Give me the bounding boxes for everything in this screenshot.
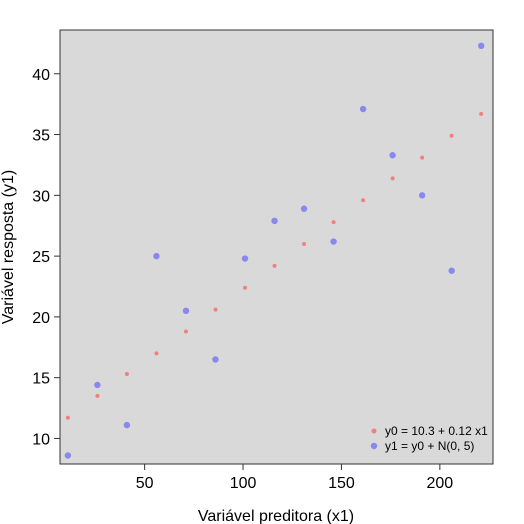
y-tick-label: 20 xyxy=(32,310,50,327)
x-axis: 50 100 150 200 xyxy=(136,464,454,492)
series-1-point xyxy=(330,238,337,245)
y-tick-label: 30 xyxy=(32,188,50,205)
series-1-point xyxy=(182,307,190,315)
series-1-point xyxy=(418,192,426,199)
legend-label: y1 = y0 + N(0, 5) xyxy=(385,439,474,453)
legend-marker xyxy=(370,442,378,450)
series-0-point xyxy=(65,415,70,420)
series-0-point xyxy=(183,329,188,334)
series-0-point xyxy=(95,393,100,398)
legend-marker xyxy=(371,428,377,434)
series-1-point xyxy=(64,452,72,459)
series-1-point xyxy=(123,421,131,429)
y-tick-label: 15 xyxy=(32,371,50,388)
x-tick-label: 50 xyxy=(136,475,154,492)
series-0-point xyxy=(449,133,454,138)
y-tick-label: 25 xyxy=(32,249,50,266)
series-0-point xyxy=(361,198,366,203)
series-1-point xyxy=(359,105,367,113)
series-1-point xyxy=(153,252,160,260)
points-layer xyxy=(64,42,485,459)
series-0-point xyxy=(331,220,336,225)
y-tick-label: 35 xyxy=(32,128,50,145)
plot-border xyxy=(59,29,494,465)
series-0-point xyxy=(243,285,248,290)
series-0-point xyxy=(124,372,129,377)
x-tick-label: 200 xyxy=(427,475,454,492)
series-0-point xyxy=(154,351,159,356)
x-axis-title: Variável preditora (x1) xyxy=(198,508,354,524)
y-tick-label: 10 xyxy=(32,431,50,448)
series-1-point xyxy=(241,255,249,262)
series-0-point xyxy=(420,155,425,160)
series-1-point xyxy=(448,267,455,274)
series-0-point xyxy=(213,307,218,312)
y-axis-title: Variável resposta (y1) xyxy=(0,170,17,324)
x-tick-label: 100 xyxy=(230,475,257,492)
series-1-point xyxy=(94,381,101,389)
x-tick-label: 150 xyxy=(328,475,355,492)
series-1-point xyxy=(477,42,485,50)
y-tick-label: 40 xyxy=(32,67,50,84)
series-0-point xyxy=(302,241,307,246)
series-1-point xyxy=(212,356,219,363)
series-0-point xyxy=(390,176,395,181)
legend-label: y0 = 10.3 + 0.12 x1 xyxy=(385,424,488,438)
series-0-point xyxy=(272,263,277,268)
series-0-point xyxy=(479,111,484,116)
series-1-point xyxy=(300,205,308,212)
y-axis: 10 15 20 25 30 35 40 xyxy=(32,67,60,448)
plot-background xyxy=(60,30,493,464)
series-1-point xyxy=(389,152,396,159)
series-1-point xyxy=(271,217,278,225)
